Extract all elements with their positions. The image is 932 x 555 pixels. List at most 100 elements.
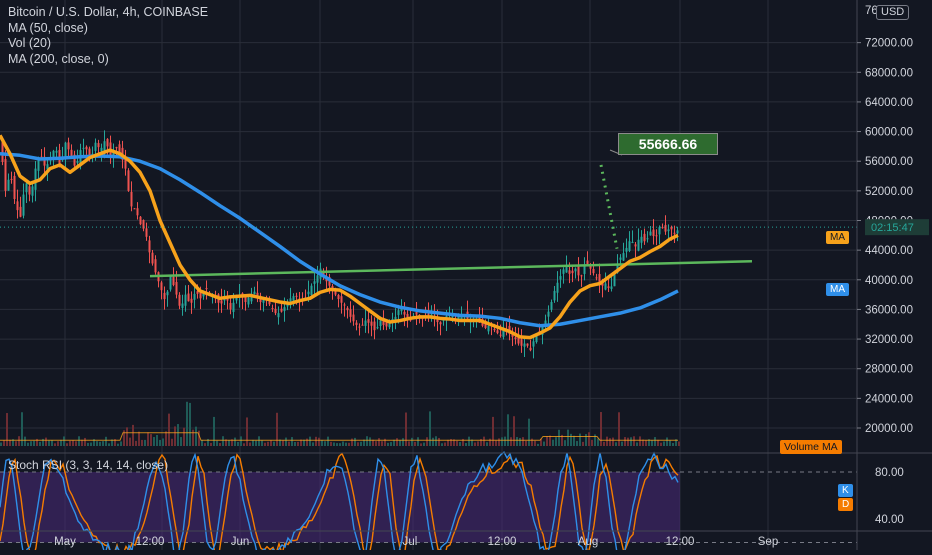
volume-bar (378, 438, 380, 446)
candle-body (364, 320, 367, 326)
candle-body (52, 150, 55, 158)
volume-bar (399, 440, 401, 446)
y-tick-label: 36000.00 (865, 304, 913, 316)
volume-bar (51, 440, 53, 446)
candle-body (271, 308, 274, 310)
volume-bar (30, 441, 32, 446)
volume-bar (123, 430, 125, 446)
candle-body (250, 293, 253, 302)
volume-bar (282, 440, 284, 446)
candle-body (22, 194, 25, 216)
volume-bar (327, 436, 329, 446)
candle-body (373, 321, 376, 331)
volume-bar (636, 442, 638, 446)
volume-bar (675, 439, 677, 446)
volume-bar (600, 412, 602, 446)
candle-body (70, 149, 73, 157)
volume-bar (552, 439, 554, 446)
candle-body (406, 313, 409, 319)
volume-bar (468, 436, 470, 446)
volume-bar (66, 443, 68, 446)
volume-bar (588, 432, 590, 446)
candle-body (493, 328, 496, 331)
candle-body (397, 310, 400, 316)
currency-button[interactable]: USD (876, 5, 910, 20)
volume-bar (84, 437, 86, 446)
volume-bar (150, 434, 152, 446)
stoch-k-badge: K (838, 484, 853, 497)
price-pane (0, 130, 857, 359)
volume-bar (165, 431, 167, 446)
candle-body (292, 296, 295, 301)
volume-bar (237, 441, 239, 446)
candle-body (589, 265, 592, 269)
candle-body (193, 293, 196, 300)
volume-bar (288, 441, 290, 446)
candle-body (310, 285, 313, 296)
volume-bar (414, 441, 416, 446)
volume-bar (12, 439, 14, 446)
volume-bar (525, 440, 527, 446)
candle-body (610, 286, 613, 289)
y-tick-label: 20000.00 (865, 423, 913, 435)
volume-bar (495, 440, 497, 446)
volume-bar (267, 441, 269, 446)
volume-bar (258, 436, 260, 446)
candle-body (562, 269, 565, 274)
volume-bar (132, 424, 134, 446)
volume-bar (624, 437, 626, 446)
volume-bar (555, 437, 557, 446)
candle-body (115, 147, 118, 149)
legend-ma50: MA (50, close) (8, 20, 88, 35)
volume-bar (312, 442, 314, 446)
price-target-callout[interactable]: 55666.66 (618, 133, 718, 155)
volume-bar (537, 443, 539, 446)
volume-bar (627, 437, 629, 446)
candle-body (547, 311, 550, 317)
y-tick-label: 64000.00 (865, 97, 913, 109)
candle-body (31, 186, 34, 196)
candle-body (361, 324, 364, 326)
candle-body (244, 296, 247, 303)
candle-body (517, 336, 520, 344)
candle-body (598, 274, 601, 285)
volume-bar (3, 440, 5, 446)
volume-bar (345, 442, 347, 446)
volume-bar (219, 443, 221, 446)
y-tick-label: 32000.00 (865, 334, 913, 346)
volume-bar (534, 440, 536, 446)
candle-body (613, 273, 616, 287)
candle-body (601, 281, 604, 286)
volume-bar (156, 434, 158, 446)
volume-bar (255, 440, 257, 446)
legend-volume: Vol (20) (8, 36, 52, 50)
candle-body (346, 307, 349, 311)
candle-body (181, 303, 184, 308)
volume-bar (426, 437, 428, 446)
volume-bar (93, 439, 95, 446)
volume-bar (189, 402, 191, 446)
candle-body (151, 252, 154, 264)
volume-bar (642, 439, 644, 446)
volume-bar (252, 439, 254, 446)
candle-body (199, 292, 202, 299)
volume-bar (354, 437, 356, 446)
candle-body (499, 334, 502, 336)
candle-body (175, 281, 178, 295)
candle-body (313, 281, 316, 284)
x-tick-label: Jun (231, 536, 250, 548)
candle-body (82, 147, 85, 149)
candle-body (400, 307, 403, 312)
countdown-label: 02:15:47 (871, 222, 914, 234)
volume-bar (366, 436, 368, 446)
volume-bar (381, 441, 383, 446)
candle-body (340, 296, 343, 303)
candle-body (235, 297, 238, 301)
volume-bar (498, 438, 500, 446)
candle-body (13, 175, 16, 200)
volume-bar (570, 433, 572, 446)
volume-ma-badge: Volume MA (780, 440, 842, 454)
